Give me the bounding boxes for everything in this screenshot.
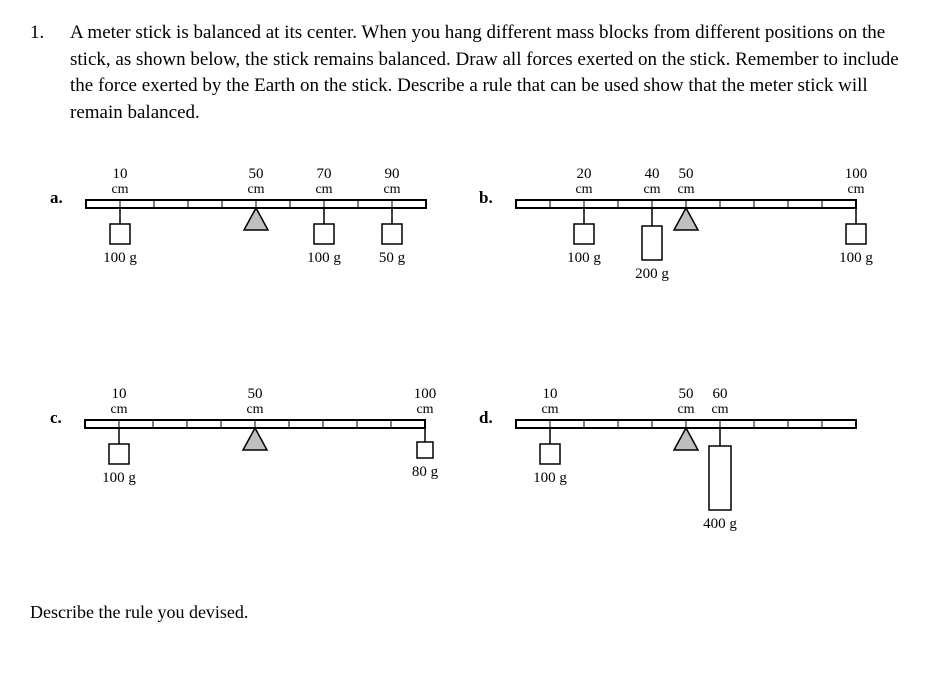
diagram-svg-a: 10cm50cm70cm90cm100 g100 g50 g — [71, 162, 459, 302]
svg-text:60: 60 — [712, 386, 727, 402]
svg-text:400 g: 400 g — [703, 516, 737, 532]
svg-text:cm: cm — [110, 402, 127, 417]
svg-text:100: 100 — [844, 166, 867, 182]
diagram-label-d: d. — [479, 408, 493, 428]
diagram-svg-b: 20cm40cm50cm100cm100 g200 g100 g — [501, 162, 888, 322]
diagram-label-a: a. — [50, 188, 63, 208]
diagram-a: a. 10cm50cm70cm90cm100 g100 g50 g — [50, 162, 459, 322]
svg-text:cm: cm — [643, 182, 660, 197]
svg-text:cm: cm — [541, 402, 558, 417]
svg-text:cm: cm — [711, 402, 728, 417]
diagram-b: b. 20cm40cm50cm100cm100 g200 g100 g — [479, 162, 888, 322]
svg-text:200 g: 200 g — [635, 266, 669, 282]
rule-prompt: Describe the rule you devised. — [30, 602, 908, 623]
svg-text:50: 50 — [678, 386, 693, 402]
svg-text:100 g: 100 g — [567, 250, 601, 266]
svg-text:100: 100 — [414, 386, 437, 402]
svg-text:70: 70 — [316, 166, 331, 182]
svg-text:40: 40 — [644, 166, 659, 182]
diagram-svg-d: 10cm50cm60cm100 g400 g — [501, 382, 888, 562]
svg-text:100 g: 100 g — [533, 470, 567, 486]
diagrams-grid: a. 10cm50cm70cm90cm100 g100 g50 g b. 20c… — [30, 162, 908, 562]
svg-text:50: 50 — [678, 166, 693, 182]
diagram-label-b: b. — [479, 188, 493, 208]
question-text: A meter stick is balanced at its center.… — [70, 20, 908, 126]
svg-text:cm: cm — [247, 182, 264, 197]
svg-text:cm: cm — [847, 182, 864, 197]
svg-text:50 g: 50 g — [379, 250, 406, 266]
svg-text:90: 90 — [384, 166, 399, 182]
svg-text:50: 50 — [248, 166, 263, 182]
svg-text:10: 10 — [112, 166, 127, 182]
svg-text:cm: cm — [575, 182, 592, 197]
svg-text:100 g: 100 g — [103, 250, 137, 266]
svg-text:50: 50 — [247, 386, 262, 402]
svg-text:cm: cm — [315, 182, 332, 197]
svg-text:cm: cm — [677, 402, 694, 417]
diagram-label-c: c. — [50, 408, 62, 428]
svg-text:80 g: 80 g — [412, 464, 439, 480]
diagram-d: d. 10cm50cm60cm100 g400 g — [479, 382, 888, 562]
diagram-c: c. 10cm50cm100cm100 g80 g — [50, 382, 459, 562]
svg-text:cm: cm — [111, 182, 128, 197]
svg-text:100 g: 100 g — [839, 250, 873, 266]
diagram-svg-c: 10cm50cm100cm100 g80 g — [70, 382, 459, 522]
svg-text:10: 10 — [111, 386, 126, 402]
svg-text:10: 10 — [542, 386, 557, 402]
question-number: 1. — [30, 20, 70, 126]
svg-text:100 g: 100 g — [102, 470, 136, 486]
svg-text:cm: cm — [383, 182, 400, 197]
svg-text:20: 20 — [576, 166, 591, 182]
svg-text:cm: cm — [246, 402, 263, 417]
question-block: 1. A meter stick is balanced at its cent… — [30, 20, 908, 126]
svg-text:cm: cm — [416, 402, 433, 417]
svg-text:100 g: 100 g — [307, 250, 341, 266]
svg-text:cm: cm — [677, 182, 694, 197]
